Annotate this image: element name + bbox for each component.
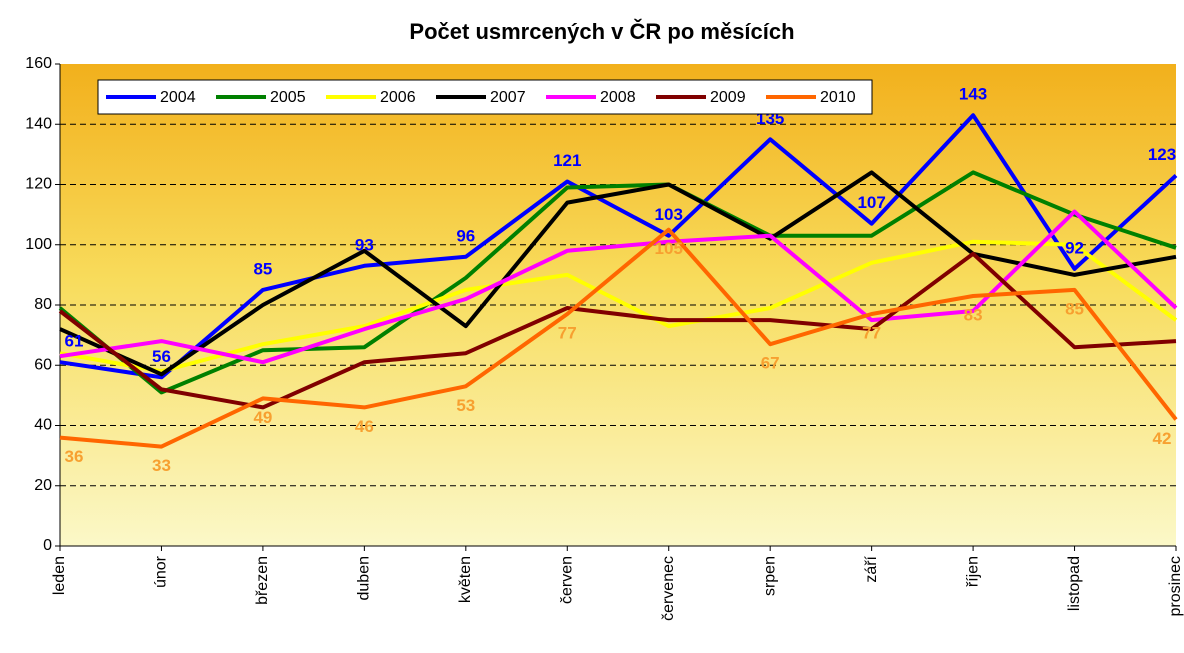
data-label: 107 <box>857 193 885 212</box>
data-label: 96 <box>456 226 475 245</box>
data-label: 42 <box>1153 429 1172 448</box>
data-label: 49 <box>253 408 272 427</box>
y-tick-label: 120 <box>25 176 52 193</box>
data-label: 123 <box>1148 145 1176 164</box>
x-tick-label: duben <box>356 556 373 601</box>
series-line <box>59 227 1178 449</box>
data-label: 85 <box>1065 299 1084 318</box>
data-label: 83 <box>964 305 983 324</box>
y-tick-label: 0 <box>43 537 52 554</box>
x-tick-label: březen <box>254 556 271 605</box>
chart-title: Počet usmrcených v ČR po měsících <box>409 19 794 44</box>
data-label: 46 <box>355 417 374 436</box>
legend-label: 2004 <box>160 89 196 106</box>
x-tick-label: červen <box>558 556 575 604</box>
y-tick-label: 20 <box>34 477 52 494</box>
x-tick-label: červenec <box>660 556 677 621</box>
data-label: 77 <box>862 324 881 343</box>
y-tick-label: 40 <box>34 417 52 434</box>
data-label: 143 <box>959 85 987 104</box>
x-tick-label: říjen <box>964 556 981 587</box>
data-label: 103 <box>655 205 683 224</box>
data-label: 33 <box>152 456 171 475</box>
data-label: 93 <box>355 235 374 254</box>
data-label: 77 <box>558 324 577 343</box>
y-tick-label: 60 <box>34 356 52 373</box>
x-tick-label: listopad <box>1066 556 1083 611</box>
series-line <box>59 239 1178 374</box>
legend-label: 2007 <box>490 89 526 106</box>
data-label: 121 <box>553 151 581 170</box>
x-tick-label: leden <box>51 556 68 595</box>
plot-area <box>60 64 1176 546</box>
x-tick-label: září <box>863 555 880 582</box>
series-line <box>59 170 1177 377</box>
legend-label: 2006 <box>380 89 416 106</box>
legend-label: 2010 <box>820 89 856 106</box>
series-line <box>59 113 1178 380</box>
y-tick-label: 100 <box>25 236 52 253</box>
x-tick-label: prosinec <box>1167 556 1184 616</box>
x-tick-label: srpen <box>761 556 778 596</box>
data-label: 85 <box>253 259 272 278</box>
data-label: 67 <box>761 354 780 373</box>
y-tick-label: 80 <box>34 296 52 313</box>
data-label: 56 <box>152 347 171 366</box>
data-label: 92 <box>1065 238 1084 257</box>
legend-label: 2008 <box>600 89 636 106</box>
x-tick-label: květen <box>457 556 474 603</box>
legend-label: 2009 <box>710 89 746 106</box>
x-tick-label: únor <box>153 555 170 588</box>
data-label: 53 <box>456 396 475 415</box>
legend-label: 2005 <box>270 89 306 106</box>
data-label: 36 <box>65 447 84 466</box>
data-label: 61 <box>65 332 84 351</box>
y-tick-label: 160 <box>25 55 52 72</box>
y-tick-label: 140 <box>25 115 52 132</box>
data-label: 105 <box>655 239 683 258</box>
